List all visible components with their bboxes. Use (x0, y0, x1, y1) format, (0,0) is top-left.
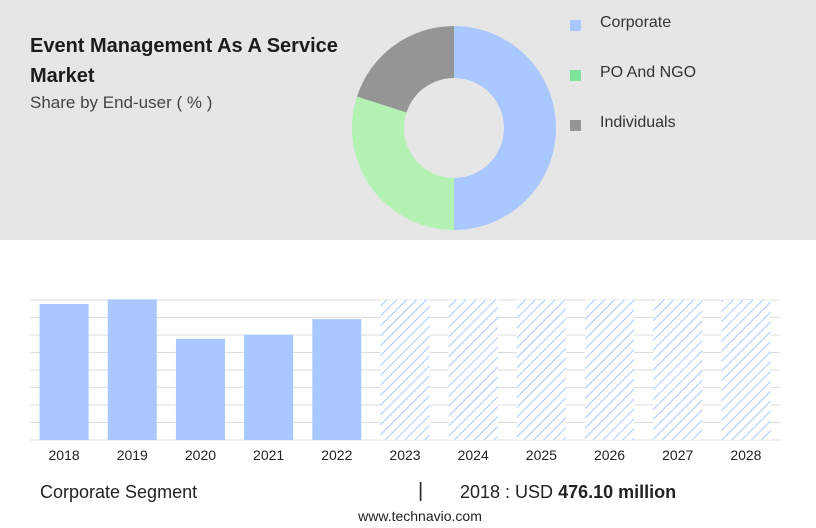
segment-value: 2018 : USD 476.10 million (460, 482, 676, 503)
legend-item-individuals: Individuals (570, 114, 770, 136)
bar-2018 (39, 303, 89, 440)
bar-2020 (175, 338, 225, 440)
segment-value-amount: 476.10 million (558, 482, 677, 502)
x-tick-label: 2026 (594, 447, 625, 463)
legend-item-corporate: Corporate (570, 14, 770, 36)
x-tick-label: 2022 (321, 447, 352, 463)
donut-slice-po-and-ngo (352, 96, 454, 230)
bar-2022 (312, 319, 362, 440)
chart-title: Event Management As A Service Market (30, 35, 338, 87)
forecast-bar-2026 (585, 300, 635, 440)
source-url: www.technavio.com (358, 508, 482, 524)
forecast-bar-2027 (653, 300, 703, 440)
x-tick-label: 2028 (730, 447, 761, 463)
x-tick-label: 2021 (253, 447, 284, 463)
segment-year: 2018 : USD (460, 482, 559, 502)
donut-chart (352, 26, 556, 230)
legend-item-po-and-ngo: PO And NGO (570, 64, 770, 86)
x-tick-label: 2024 (458, 447, 489, 463)
forecast-bar-2024 (448, 300, 498, 440)
bar-2019 (107, 299, 157, 440)
donut-slice-corporate (454, 26, 556, 230)
x-tick-label: 2018 (49, 447, 80, 463)
legend-label-corporate: Corporate (600, 14, 672, 31)
bar-chart: 2018 2019 2020 2021 2022 2023 2024 2025 2026 2027… (30, 299, 780, 463)
donut-slice-individuals (356, 26, 454, 113)
x-tick-label: 2025 (526, 447, 557, 463)
forecast-bar-2023 (380, 300, 430, 440)
forecast-bar-2025 (516, 300, 566, 440)
legend-swatch-po-and-ngo (570, 70, 581, 81)
segment-label: Corporate Segment (40, 482, 198, 502)
x-tick-label: 2027 (662, 447, 693, 463)
x-tick-label: 2020 (185, 447, 216, 463)
chart-subtitle: Share by End-user ( % ) (30, 93, 213, 112)
forecast-bar-2028 (721, 300, 771, 440)
legend-label-individuals: Individuals (600, 114, 676, 131)
bar-2021 (244, 334, 294, 440)
legend-swatch-individuals (570, 120, 581, 131)
x-tick-label: 2023 (389, 447, 420, 463)
legend-label-po-and-ngo: PO And NGO (600, 64, 697, 81)
legend-swatch-corporate (570, 20, 581, 31)
x-tick-label: 2019 (117, 447, 148, 463)
footer-separator: | (418, 480, 424, 502)
